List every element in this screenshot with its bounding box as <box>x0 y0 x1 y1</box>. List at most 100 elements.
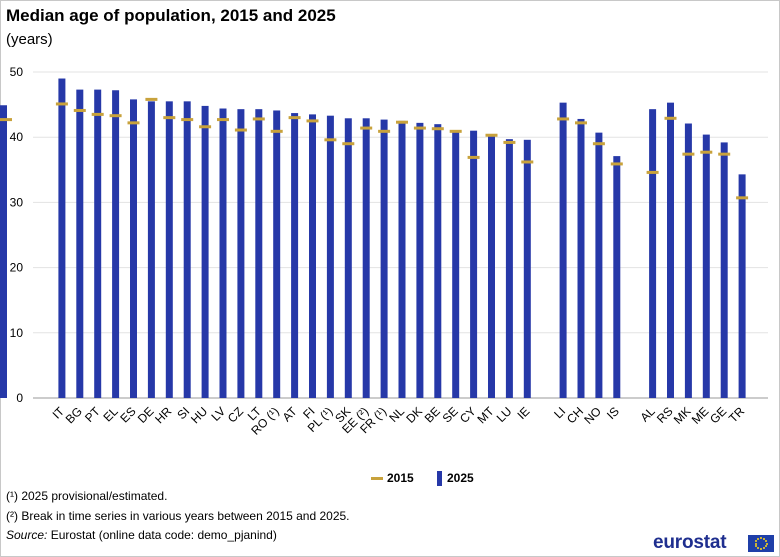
bar-2025 <box>488 136 495 398</box>
bar-2025 <box>613 156 621 398</box>
marker-2015 <box>127 121 140 125</box>
bar-2025 <box>362 118 370 399</box>
x-tick-label: LU <box>494 404 515 425</box>
marker-2015 <box>503 140 516 144</box>
x-tick-label: IE <box>515 404 533 422</box>
marker-2015 <box>646 170 659 174</box>
flag-star-icon <box>760 548 762 550</box>
marker-2015 <box>145 97 158 101</box>
marker-2015 <box>217 118 229 122</box>
y-tick-label: 10 <box>10 326 24 340</box>
flag-star-icon <box>764 545 767 548</box>
bar-2025 <box>237 109 245 398</box>
bar-2025 <box>76 89 84 398</box>
bar-2025 <box>219 108 227 399</box>
bar-2025 <box>577 118 585 398</box>
marker-2015 <box>252 117 265 121</box>
bar-2025 <box>309 114 316 398</box>
bar-2025 <box>147 101 155 398</box>
bar-2025 <box>273 110 281 398</box>
bar-2025 <box>523 139 531 399</box>
y-tick-label: 50 <box>10 65 24 79</box>
bar-2025 <box>667 102 674 399</box>
marker-2015 <box>91 112 104 116</box>
bar-2025 <box>416 122 424 398</box>
bar-2025 <box>595 132 603 399</box>
y-tick-label: 40 <box>10 130 24 144</box>
y-tick-label: 0 <box>16 391 23 405</box>
marker-2015 <box>109 114 122 118</box>
chart-subtitle: (years) <box>6 31 53 48</box>
source-label: Source: <box>6 528 48 542</box>
marker-2015 <box>0 118 12 122</box>
bar-chart: 0 10 20 30 40 50 EU (¹) (²)ITBGPTELESDEHRSIHU… <box>0 65 768 486</box>
x-tick-label: AT <box>280 404 301 425</box>
flag-star-icon <box>754 542 757 545</box>
bar-2025 <box>0 105 7 398</box>
y-tick-label: 20 <box>10 261 24 275</box>
legend-swatch-2025 <box>437 471 442 486</box>
marker-2015 <box>55 102 68 106</box>
marker-2015 <box>521 160 534 164</box>
marker-2015 <box>288 116 301 120</box>
bar-2025 <box>344 118 352 399</box>
x-tick-label: TR <box>726 404 747 425</box>
footnote-provisional: (¹) 2025 provisional/estimated. <box>6 489 168 503</box>
bar-2025 <box>165 101 173 398</box>
footnote-break-in-series: (²) Break in time series in various year… <box>6 509 350 523</box>
x-tick-label: IS <box>604 404 622 422</box>
legend-marker-2015 <box>371 477 383 480</box>
flag-star-icon <box>755 545 758 548</box>
markers-2015 <box>0 97 749 200</box>
legend-label-2025: 2025 <box>447 471 474 485</box>
marker-2015 <box>270 129 283 133</box>
flag-star-icon <box>760 537 762 539</box>
eurostat-logo: eurostat <box>653 532 727 553</box>
x-tick-label: HU <box>188 404 210 426</box>
marker-2015 <box>199 125 212 129</box>
marker-2015 <box>163 116 176 120</box>
eu-flag-icon <box>748 535 774 552</box>
flag-star-icon <box>764 539 767 542</box>
marker-2015 <box>664 116 677 120</box>
y-tick-label: 30 <box>10 195 24 209</box>
flag-star-icon <box>762 537 765 540</box>
bar-2025 <box>130 99 137 398</box>
x-tick-label: NO <box>581 404 604 427</box>
bar-2025 <box>398 120 406 399</box>
bar-2025 <box>702 134 710 399</box>
marker-2015 <box>718 152 731 156</box>
bar-2025 <box>380 119 388 398</box>
bar-2025 <box>58 78 66 399</box>
marker-2015 <box>396 120 408 124</box>
marker-2015 <box>575 121 587 125</box>
legend: 2015 2025 <box>371 471 474 486</box>
bar-2025 <box>326 115 334 399</box>
marker-2015 <box>234 128 247 132</box>
marker-2015 <box>342 142 355 146</box>
bar-2025 <box>684 123 692 399</box>
marker-2015 <box>610 162 623 166</box>
bar-2025 <box>452 130 460 398</box>
bar-2025 <box>434 124 442 398</box>
bar-2025 <box>505 139 513 398</box>
marker-2015 <box>449 129 462 133</box>
marker-2015 <box>467 155 480 159</box>
marker-2015 <box>700 150 713 154</box>
marker-2015 <box>181 118 194 122</box>
bar-2025 <box>470 130 478 398</box>
bar-2025 <box>720 142 728 398</box>
marker-2015 <box>736 196 749 200</box>
marker-2015 <box>485 133 498 137</box>
marker-2015 <box>557 117 570 121</box>
flag-star-icon <box>755 539 758 542</box>
flag-star-icon <box>762 547 765 550</box>
marker-2015 <box>73 108 86 112</box>
marker-2015 <box>431 127 444 131</box>
bar-2025 <box>291 113 299 399</box>
flag-star-icon <box>757 537 760 540</box>
bar-2025 <box>112 90 120 399</box>
bar-2025 <box>738 174 746 398</box>
marker-2015 <box>413 126 426 130</box>
